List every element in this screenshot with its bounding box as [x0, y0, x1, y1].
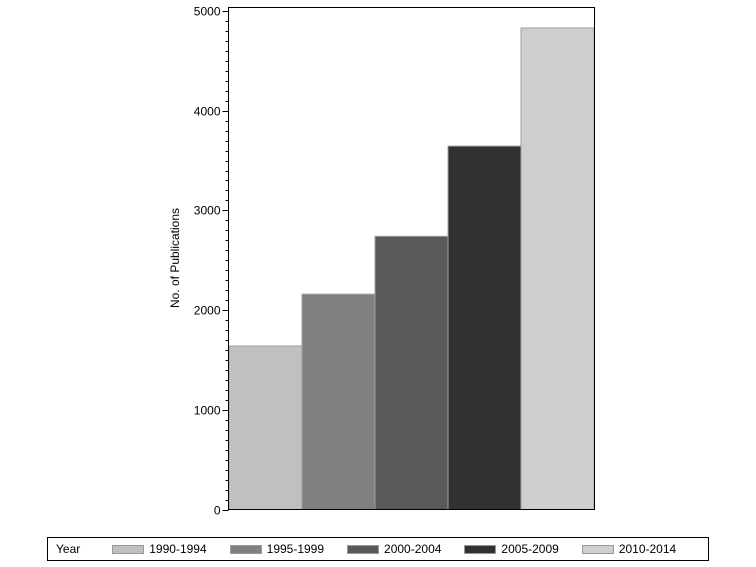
plot-frame — [228, 7, 595, 510]
bars — [228, 27, 595, 511]
legend-label: 1995-1999 — [266, 542, 325, 556]
legend-item: 1990-1994 — [112, 542, 207, 556]
y-tick-label: 1000 — [194, 404, 221, 418]
legend-label: 2000-2004 — [384, 542, 442, 556]
legend-item: 1995-1999 — [229, 542, 325, 556]
legend-item: 2005-2009 — [464, 542, 559, 556]
legend: Year 1990-1994 1995-1999 2000-2004 2005-… — [47, 537, 709, 561]
bar-2000-2004 — [374, 235, 449, 511]
y-tick-label: 0 — [214, 504, 221, 518]
legend-label: 2010-2014 — [618, 542, 677, 556]
bar-2010-2014 — [520, 27, 595, 510]
legend-swatch — [347, 544, 380, 554]
legend-title: Year — [56, 542, 81, 556]
legend-label: 2005-2009 — [501, 542, 559, 556]
legend-item: 2000-2004 — [347, 542, 441, 556]
legend-swatch — [112, 544, 145, 554]
y-tick-label: 2000 — [194, 304, 221, 318]
bar-1990-1994 — [228, 345, 303, 510]
legend-item: 2010-2014 — [581, 542, 677, 556]
y-axis: 0 1000 2000 3000 4000 5000 — [194, 5, 229, 518]
legend-swatch — [581, 544, 614, 554]
y-axis-label: No. of Publications — [168, 208, 182, 308]
legend-swatch — [229, 544, 262, 554]
y-tick-label: 5000 — [194, 5, 221, 19]
legend-label: 1990-1994 — [149, 542, 207, 556]
legend-swatch — [464, 544, 497, 554]
bar-2005-2009 — [447, 145, 522, 510]
bar-1995-1999 — [301, 293, 376, 511]
y-tick-label: 3000 — [194, 204, 221, 218]
y-tick-label: 4000 — [194, 105, 221, 119]
